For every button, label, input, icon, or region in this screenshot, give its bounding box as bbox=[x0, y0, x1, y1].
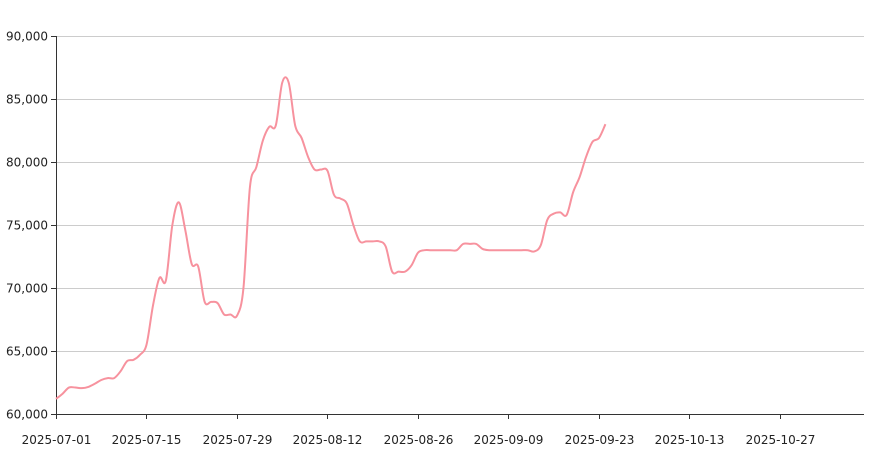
series-lines bbox=[55, 76, 607, 400]
axes bbox=[56, 36, 864, 415]
x-tick-label: 2025-07-15 bbox=[112, 433, 182, 447]
y-tick-label: 70,000 bbox=[6, 282, 48, 296]
y-tick-label: 90,000 bbox=[6, 30, 48, 44]
x-tick-label: 2025-10-27 bbox=[746, 433, 816, 447]
x-tick-label: 2025-10-13 bbox=[655, 433, 725, 447]
y-axis-ticks: 60,000 65,000 70,000 75,000 80,000 85,000 90,0… bbox=[6, 30, 56, 422]
x-tick-label: 2025-08-12 bbox=[293, 433, 363, 447]
y-tick-label: 65,000 bbox=[6, 345, 48, 359]
y-tick-label: 85,000 bbox=[6, 93, 48, 107]
series-line-0 bbox=[55, 76, 607, 400]
x-tick-label: 2025-07-29 bbox=[203, 433, 273, 447]
x-tick-label: 2025-07-01 bbox=[22, 433, 92, 447]
x-tick-label: 2025-09-09 bbox=[474, 433, 544, 447]
x-tick-label: 2025-08-26 bbox=[384, 433, 454, 447]
x-axis-ticks: 2025-07-01 2025-07-15 2025-07-29 2025-08-12… bbox=[22, 414, 816, 447]
gridlines bbox=[56, 36, 864, 352]
y-tick-label: 75,000 bbox=[6, 219, 48, 233]
x-tick-label: 2025-09-23 bbox=[565, 433, 635, 447]
y-tick-label: 80,000 bbox=[6, 156, 48, 170]
y-tick-label: 60,000 bbox=[6, 408, 48, 422]
